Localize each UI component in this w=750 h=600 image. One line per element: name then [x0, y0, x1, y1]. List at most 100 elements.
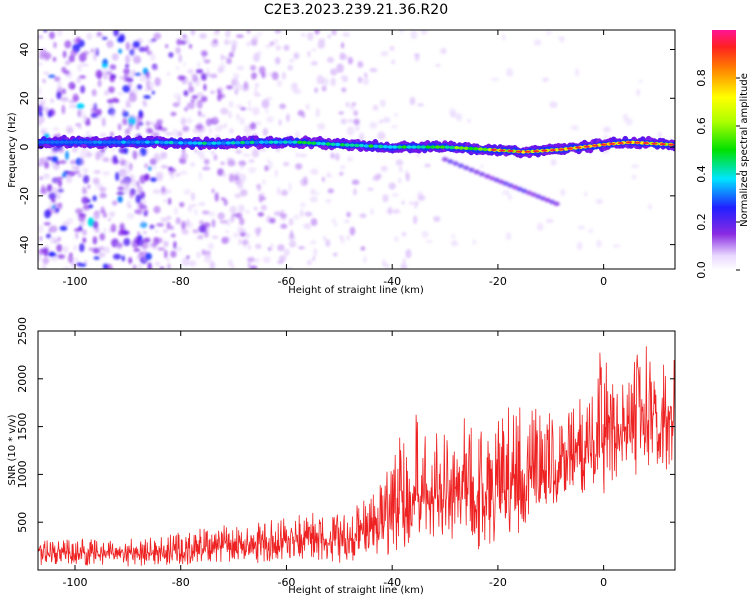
- noise-speckle: [194, 209, 198, 216]
- noise-speckle: [102, 212, 108, 218]
- noise-speckle: [276, 79, 283, 88]
- noise-speckle: [58, 202, 63, 210]
- noise-speckle: [127, 122, 134, 131]
- noise-speckle: [92, 195, 97, 202]
- noise-speckle: [144, 88, 152, 92]
- ridge-peak: [608, 142, 616, 145]
- ridge-core: [259, 140, 265, 144]
- noise-speckle: [490, 77, 499, 81]
- noise-speckle: [111, 53, 119, 61]
- noise-speckle: [118, 147, 127, 154]
- ridge-core: [40, 140, 46, 144]
- noise-speckle: [48, 74, 56, 78]
- noise-speckle: [220, 107, 229, 115]
- noise-speckle: [392, 209, 401, 214]
- noise-speckle: [77, 63, 82, 72]
- noise-speckle: [382, 194, 389, 203]
- noise-speckle: [179, 170, 188, 175]
- ridge-core: [420, 145, 426, 149]
- ridge-core: [273, 140, 279, 144]
- noise-speckle: [223, 198, 228, 206]
- noise-speckle: [247, 257, 255, 263]
- noise-speckle: [417, 103, 424, 107]
- noise-speckle: [99, 233, 106, 241]
- noise-speckle: [210, 150, 216, 155]
- noise-speckle: [40, 130, 46, 134]
- noise-speckle: [81, 147, 89, 152]
- ridge-core: [335, 142, 341, 147]
- noise-speckle: [228, 129, 235, 134]
- colorbar-tick-label: 0.6: [695, 117, 708, 135]
- noise-speckle: [108, 103, 114, 110]
- noise-speckle: [254, 258, 260, 263]
- noise-speckle: [199, 33, 207, 39]
- noise-speckle: [150, 53, 156, 62]
- noise-speckle: [80, 63, 89, 67]
- noise-speckle: [298, 153, 308, 158]
- noise-speckle: [175, 172, 181, 177]
- noise-speckle: [212, 38, 218, 44]
- noise-speckle: [236, 212, 243, 220]
- noise-speckle: [340, 118, 347, 125]
- noise-speckle: [260, 204, 267, 211]
- noise-speckle: [362, 256, 367, 264]
- noise-speckle: [55, 191, 62, 198]
- ridge-core: [477, 147, 484, 151]
- noise-speckle: [310, 168, 319, 175]
- noise-speckle: [304, 211, 313, 217]
- noise-speckle: [153, 66, 159, 71]
- noise-speckle: [164, 189, 172, 194]
- noise-speckle: [113, 155, 118, 163]
- noise-speckle: [143, 95, 151, 99]
- noise-speckle: [40, 248, 49, 252]
- ridge-core: [378, 144, 384, 149]
- x-tick-label: -80: [172, 576, 190, 589]
- noise-speckle: [472, 239, 477, 245]
- noise-speckle: [82, 186, 87, 193]
- noise-speckle: [90, 112, 99, 119]
- noise-speckle: [80, 85, 86, 94]
- noise-speckle: [166, 72, 171, 76]
- noise-speckle: [367, 187, 374, 191]
- noise-speckle: [317, 40, 326, 49]
- noise-speckle: [293, 52, 300, 60]
- noise-speckle: [87, 152, 94, 158]
- noise-speckle: [117, 186, 125, 191]
- ridge-core: [192, 141, 198, 145]
- ridge-peak: [490, 148, 497, 151]
- noise-speckle: [232, 232, 240, 238]
- noise-speckle: [218, 124, 225, 129]
- noise-speckle: [321, 176, 325, 183]
- noise-speckle: [38, 121, 42, 127]
- ridge-peak: [651, 142, 658, 145]
- branch-blob: [526, 190, 532, 195]
- noise-speckle: [295, 130, 300, 140]
- noise-speckle: [391, 59, 396, 65]
- spectrogram-panel: -100 -80 -60 -40 -20 0 -40 -20 0 20 40 Height of …: [7, 29, 676, 296]
- branch-blob: [502, 181, 509, 186]
- noise-speckle: [250, 72, 257, 80]
- noise-speckle: [330, 152, 334, 159]
- noise-speckle: [153, 32, 162, 40]
- noise-speckle: [602, 126, 611, 133]
- noise-speckle: [142, 101, 148, 108]
- noise-speckle: [46, 233, 51, 239]
- noise-speckle: [235, 150, 243, 154]
- noise-speckle: [38, 86, 42, 96]
- noise-speckle: [224, 218, 232, 226]
- ridge-core: [116, 140, 122, 144]
- noise-speckle: [43, 30, 48, 33]
- ridge-peak: [617, 142, 624, 145]
- noise-speckle: [336, 63, 344, 73]
- noise-speckle: [122, 108, 126, 116]
- noise-speckle: [505, 232, 512, 241]
- noise-speckle: [42, 257, 50, 265]
- ridge-core: [520, 150, 526, 154]
- noise-speckle: [198, 224, 207, 233]
- ridge-core: [59, 140, 65, 144]
- ridge-peak: [507, 149, 514, 153]
- noise-speckle: [86, 32, 93, 40]
- ridge-core: [316, 141, 322, 146]
- branch-blob: [489, 176, 495, 181]
- noise-speckle: [203, 59, 211, 64]
